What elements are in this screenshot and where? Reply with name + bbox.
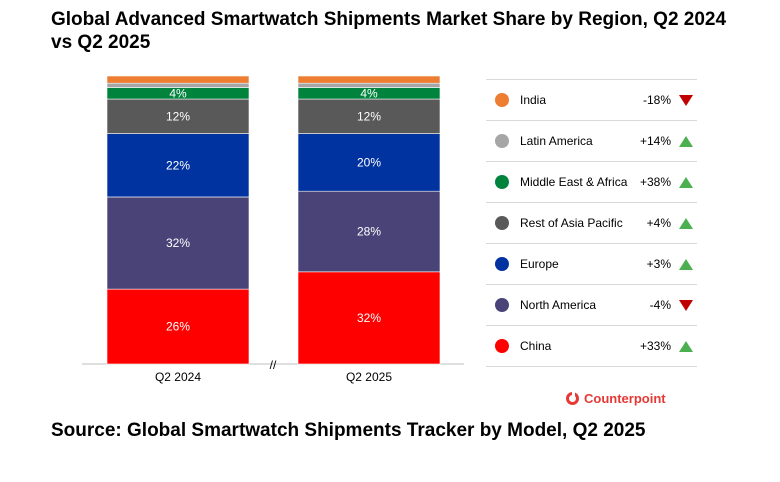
legend-change-value: +38% (639, 175, 671, 189)
data-label: 28% (357, 225, 381, 239)
data-label: 4% (169, 86, 187, 100)
legend-item: Latin America +14% (486, 120, 697, 161)
legend-label: India (520, 93, 547, 107)
triangle-down-icon (679, 300, 693, 311)
bar-segment-europe-q2-2024 (106, 133, 250, 198)
bar-segment-rest-of-asia-pacific-q2-2024 (106, 98, 250, 134)
triangle-down-icon (679, 95, 693, 106)
legend-label: China (520, 339, 552, 353)
bar-segment-north-america-q2-2025 (297, 190, 441, 273)
legend-swatch (495, 134, 509, 148)
data-label: 26% (166, 320, 190, 334)
x-tick-label: Q2 2025 (346, 370, 392, 384)
bar-segment-north-america-q2-2024 (106, 196, 250, 290)
axis-break-mark: // (270, 358, 277, 372)
x-tick-label: Q2 2024 (155, 370, 201, 384)
bar-segment-rest-of-asia-pacific-q2-2025 (297, 98, 441, 134)
legend-item: China +33% (486, 325, 697, 367)
legend-item: Middle East & Africa +38% (486, 161, 697, 202)
legend: India -18% Latin America +14% Middle East & … (486, 79, 697, 367)
data-label: 4% (360, 86, 378, 100)
legend-item: Europe +3% (486, 243, 697, 284)
legend-swatch (495, 339, 509, 353)
legend-change-value: -4% (649, 298, 671, 312)
bar-segment-china-q2-2025 (297, 271, 441, 365)
bar-segment-europe-q2-2025 (297, 133, 441, 192)
triangle-up-icon (679, 177, 693, 188)
legend-item: India -18% (486, 79, 697, 120)
legend-swatch (495, 257, 509, 271)
data-label: 32% (166, 236, 190, 250)
bar-segment-latin-america-q2-2025 (297, 82, 441, 88)
legend-change-value: +4% (646, 216, 671, 230)
data-label: 20% (357, 155, 381, 169)
legend-swatch (495, 175, 509, 189)
counterpoint-logo-icon (566, 391, 579, 405)
legend-item: Rest of Asia Pacific +4% (486, 202, 697, 243)
legend-label: Europe (520, 257, 559, 271)
chart-title: Global Advanced Smartwatch Shipments Mar… (51, 9, 727, 53)
legend-swatch (495, 298, 509, 312)
data-label: 32% (357, 311, 381, 325)
bar-segment-india-q2-2024 (106, 75, 250, 84)
legend-swatch (495, 216, 509, 230)
bar-segment-india-q2-2025 (297, 75, 441, 84)
legend-change-value: +33% (639, 339, 671, 353)
legend-label: North America (520, 298, 597, 312)
source-note: Source: Global Smartwatch Shipments Trac… (51, 420, 646, 441)
legend-item: North America -4% (486, 284, 697, 325)
legend-label: Latin America (520, 134, 593, 148)
legend-swatch (495, 93, 509, 107)
triangle-up-icon (679, 341, 693, 352)
legend-label: Rest of Asia Pacific (520, 216, 623, 230)
brand-name: Counterpoint (584, 391, 666, 406)
brand-logo: Counterpoint (566, 391, 666, 406)
legend-change-value: -18% (642, 93, 671, 107)
triangle-up-icon (679, 136, 693, 147)
legend-label: Middle East & Africa (520, 175, 628, 189)
bar-segment-china-q2-2024 (106, 288, 250, 365)
data-label: 12% (166, 109, 190, 123)
legend-change-value: +3% (646, 257, 671, 271)
legend-change-value: +14% (639, 134, 671, 148)
bar-segment-latin-america-q2-2024 (106, 82, 250, 88)
data-label: 12% (357, 109, 381, 123)
triangle-up-icon (679, 218, 693, 229)
triangle-up-icon (679, 259, 693, 270)
bar-stacks: 26% 32% 22% 12% 4% Q2 2024 32% 28% 20% 12% 4% Q2 20… (106, 75, 441, 384)
data-label: 22% (166, 158, 190, 172)
